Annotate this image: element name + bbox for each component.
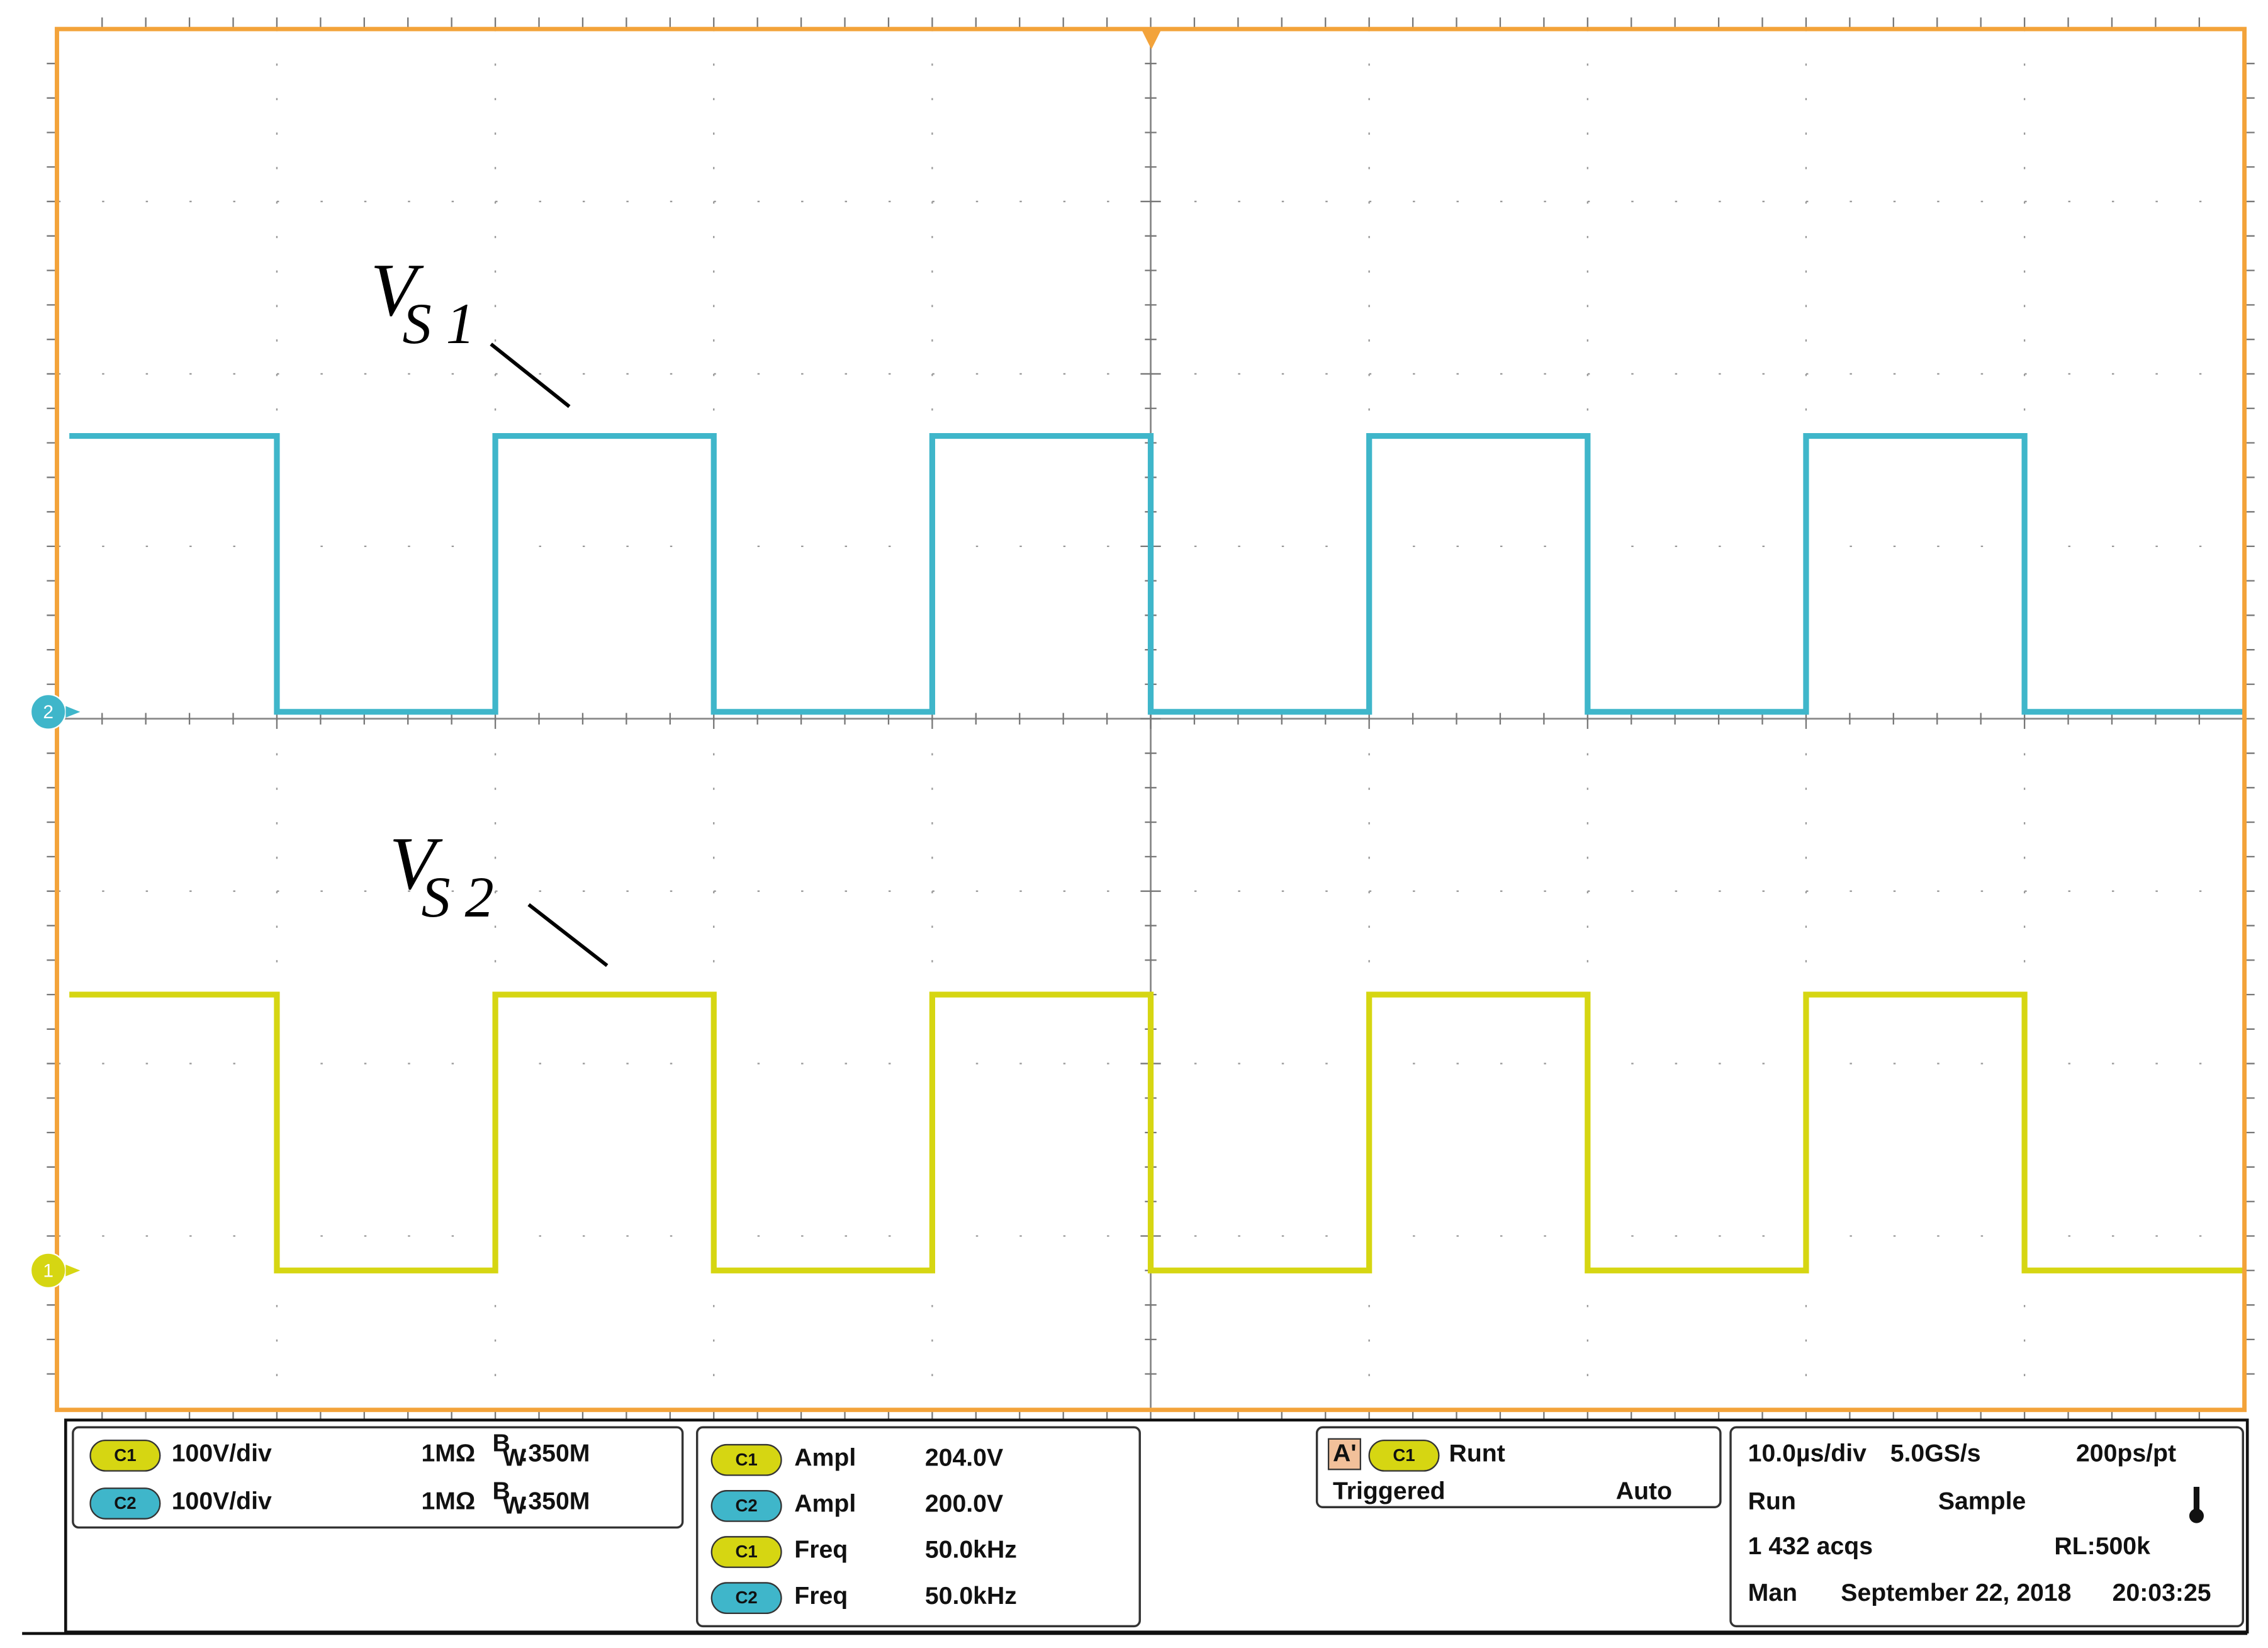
readout-text: RL:500k [2054,1533,2150,1560]
marker-label: 2 [43,702,53,723]
readout-text: 10.0µs/div [1748,1440,1867,1467]
badge-label: C2 [735,1496,757,1515]
annotation-main: V [390,821,443,905]
readout-text: :350M [520,1488,590,1515]
channel-badge [89,1487,161,1520]
channel-badge [89,1440,161,1472]
channel-badge [710,1490,782,1522]
readout-text: B [492,1478,510,1505]
readout-text: Freq [794,1583,848,1610]
readout-text: Ampl [794,1445,856,1472]
trigger-box [1315,1426,1722,1508]
readout-text: Sample [1938,1488,2026,1515]
annotation-pointer [527,903,609,968]
readout-text: 50.0kHz [925,1537,1017,1564]
traces [69,432,2243,1273]
measurement-box [695,1426,1141,1628]
channel-badge [1368,1440,1440,1472]
readout-text: 204.0V [925,1445,1003,1472]
badge-label: C1 [1393,1445,1415,1465]
annotation-main: V [371,247,424,331]
annotation-sub: S 1 [402,291,474,356]
readout-text: Runt [1449,1440,1505,1467]
marker-label: 1 [43,1261,53,1282]
badge-label: C2 [735,1588,757,1607]
badge-label: C1 [735,1542,757,1561]
readout-text: 100V/div [172,1440,272,1467]
readout-text: 200ps/pt [2076,1440,2176,1467]
marker-arrow [65,1265,81,1277]
readout-text: 100V/div [172,1488,272,1515]
acquisition-box [1729,1426,2244,1628]
readout-text: W [503,1493,526,1520]
readout-text: B [492,1430,510,1457]
trigger-mode-badge [1327,1438,1361,1470]
thermometer-icon [2189,1486,2204,1523]
readout-text: 50.0kHz [925,1583,1017,1610]
badge-label: C2 [114,1493,136,1513]
channel-badge [710,1536,782,1568]
readout-text: September 22, 2018 [1841,1579,2071,1606]
badge-label: C1 [735,1450,757,1469]
channel-box [72,1426,684,1529]
channel-marker: 1 [30,1252,81,1289]
readout-text: W [503,1445,526,1472]
readout-text: Freq [794,1537,848,1564]
readout-text: 1MΩ [421,1488,475,1515]
readout-text: Run [1748,1488,1796,1515]
trigger-position [1141,29,1162,50]
marker-arrow [65,706,81,718]
channel-badge [710,1582,782,1615]
readout-text: 1 432 acqs [1748,1533,1873,1560]
channel-badge [710,1443,782,1476]
readout-text: 20:03:25 [2113,1579,2211,1606]
readout-text: Ampl [794,1491,856,1518]
readout-text: 1MΩ [421,1440,475,1467]
readout-text: Triggered [1333,1478,1446,1505]
trace [69,991,2243,1273]
badge-label: C1 [114,1445,136,1465]
readout-text: Auto [1616,1478,1672,1505]
readout-text: :350M [520,1440,590,1467]
annotation-pointer [490,342,571,409]
readout-text: Man [1748,1579,1797,1606]
readout-text: 5.0GS/s [1890,1440,1981,1467]
readout-text: A' [1333,1440,1357,1467]
readout-text: 200.0V [925,1491,1003,1518]
channel-marker: 2 [30,693,81,730]
annotation-sub: S 2 [421,865,493,929]
trace [69,432,2243,715]
